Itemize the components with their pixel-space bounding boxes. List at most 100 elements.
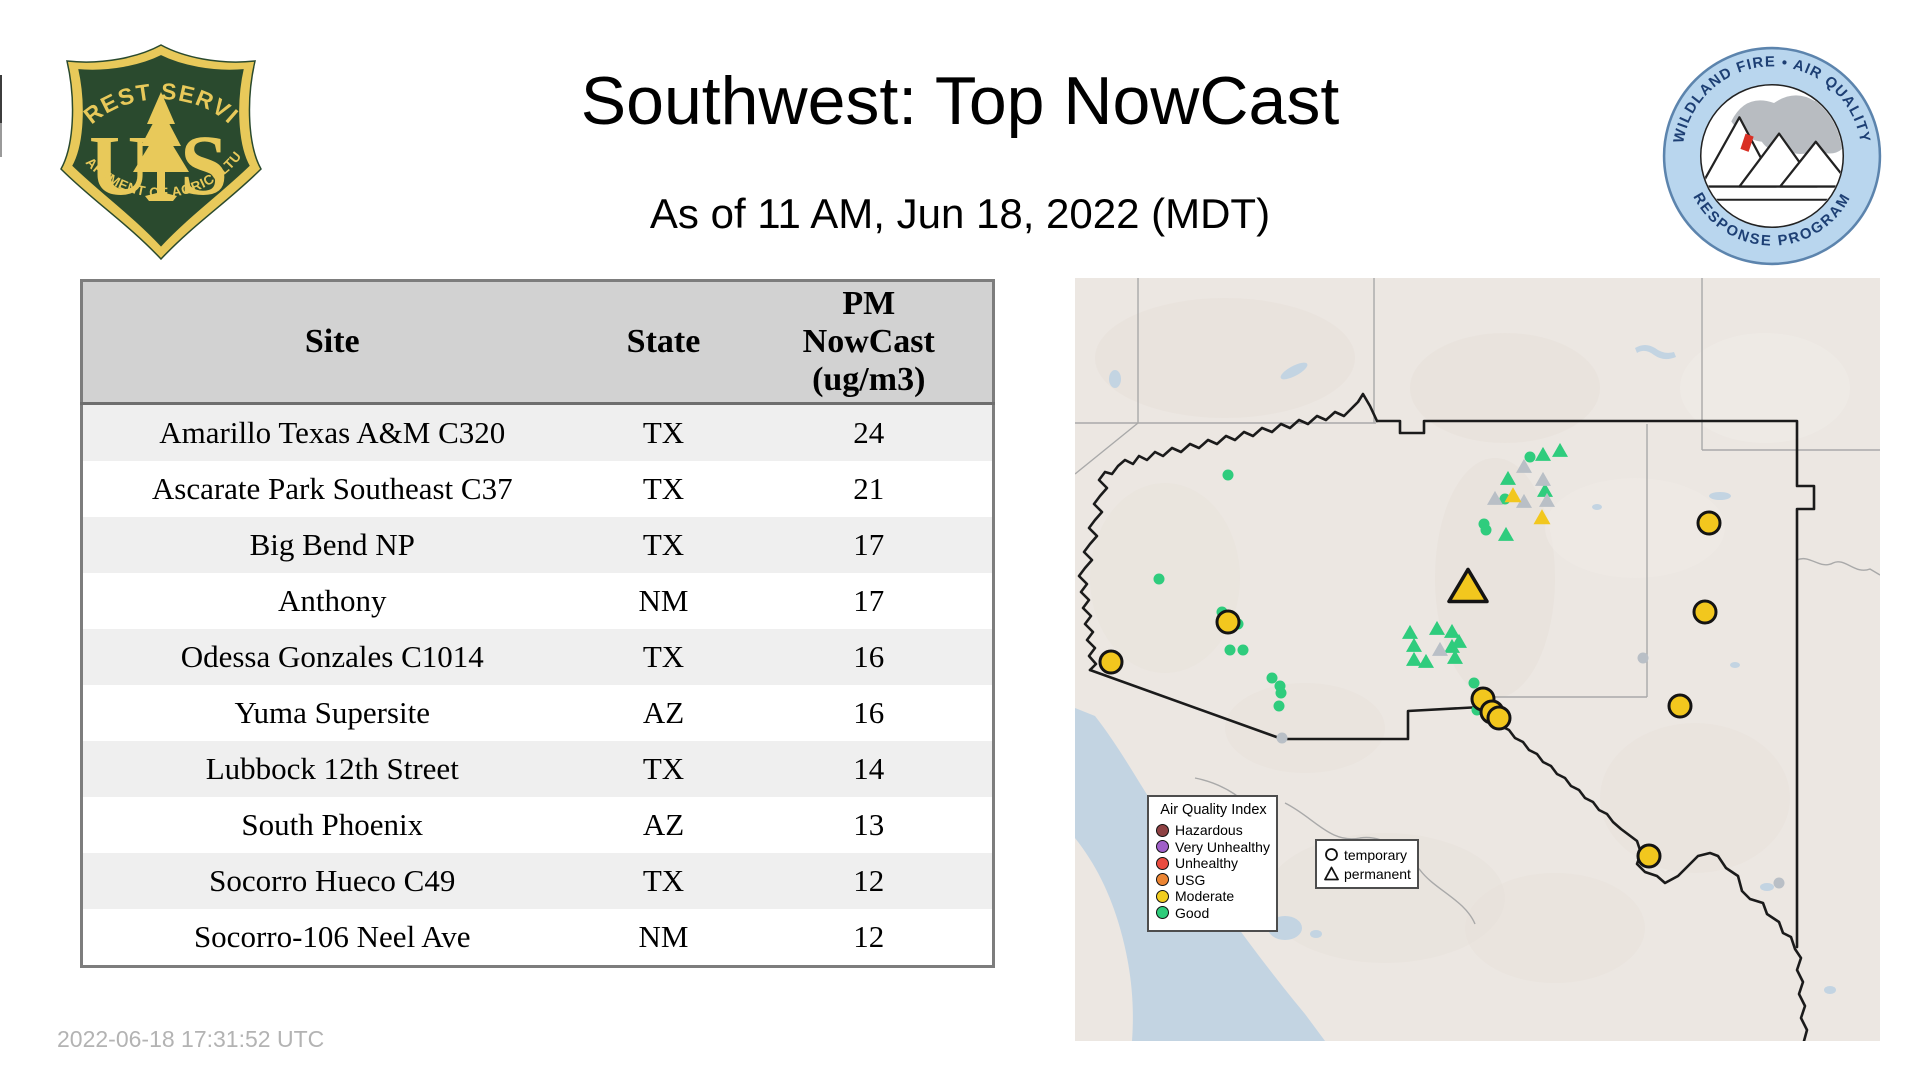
marker-type-legend: temporary permanent xyxy=(1315,839,1419,889)
monitor-triangle-good xyxy=(1498,526,1514,541)
monitor-triangle-good xyxy=(1537,482,1553,497)
aqi-color-swatch xyxy=(1156,823,1169,837)
monitor-dot-good xyxy=(1224,644,1236,656)
usfs-letter-s: S xyxy=(180,117,228,213)
site-cell: South Phoenix xyxy=(241,807,424,842)
aqi-color-swatch xyxy=(1156,873,1169,887)
aqi-item-label: Unhealthy xyxy=(1175,855,1239,872)
aqi-item-label: Hazardous xyxy=(1175,822,1243,839)
nowcast-table-body: Amarillo Texas A&M C320 TX 24 Ascarate Park… xyxy=(81,403,994,967)
monitor-dot-good xyxy=(1273,700,1285,712)
site-cell: Amarillo Texas A&M C320 xyxy=(159,415,506,450)
monitor-triangle-good xyxy=(1406,637,1422,652)
monitor-triangle-good xyxy=(1406,651,1422,666)
aqi-color-swatch xyxy=(1156,840,1169,854)
state-cell: TX xyxy=(642,415,685,450)
aqi-color-swatch xyxy=(1156,856,1169,870)
aqi-legend-title: Air Quality Index xyxy=(1160,802,1267,818)
table-row: Ascarate Park Southeast C37 TX 21 xyxy=(81,461,994,517)
monitor-circle-moderate xyxy=(1636,843,1662,869)
aqi-legend-item: Moderate xyxy=(1156,888,1271,905)
monitor-triangle-good xyxy=(1444,638,1460,653)
monitor-dot-good xyxy=(1468,677,1480,689)
marker-legend-label: permanent xyxy=(1344,865,1411,882)
aqi-legend-item: Very Unhealthy xyxy=(1156,839,1271,856)
table-row: Big Bend NP TX 17 xyxy=(81,517,994,573)
aqi-item-label: USG xyxy=(1175,871,1206,888)
monitor-triangle-good xyxy=(1418,653,1434,668)
nowcast-table: Site State PM NowCast (ug/m3) Amarillo T… xyxy=(80,279,995,968)
monitor-dot-good xyxy=(1237,644,1249,656)
aqi-color-swatch xyxy=(1156,906,1169,920)
monitor-triangle-inactive xyxy=(1487,490,1503,505)
site-cell: Ascarate Park Southeast C37 xyxy=(151,471,513,506)
monitor-triangle-inactive xyxy=(1516,493,1532,508)
monitor-triangle-good xyxy=(1429,620,1445,635)
col-header-state: State xyxy=(581,280,746,405)
site-cell: Lubbock 12th Street xyxy=(205,751,459,786)
site-cell: Yuma Supersite xyxy=(234,695,430,730)
value-cell: 12 xyxy=(853,919,885,954)
page-title: Southwest: Top NowCast xyxy=(580,63,1340,139)
state-cell: TX xyxy=(642,863,685,898)
monitor-triangle-moderate xyxy=(1504,487,1522,503)
monitor-dot-inactive xyxy=(1773,877,1785,889)
pine-tree-icon xyxy=(133,92,189,201)
marker-legend-row-permanent: permanent xyxy=(1324,864,1413,883)
aqi-legend-items: Hazardous Very Unhealthy Unhealthy USG Moder… xyxy=(1156,822,1271,921)
value-cell: 16 xyxy=(853,639,885,674)
aqi-legend-item: USG xyxy=(1156,872,1271,889)
site-cell: Odessa Gonzales C1014 xyxy=(180,639,484,674)
monitor-triangle-good xyxy=(1552,442,1568,457)
southwest-map: Air Quality Index Hazardous Very Unhealth… xyxy=(1075,278,1880,1041)
table-row: South Phoenix AZ 13 xyxy=(81,797,994,853)
monitor-dot-good xyxy=(1524,451,1536,463)
value-cell: 16 xyxy=(853,695,885,730)
monitor-large-triangle-moderate xyxy=(1447,567,1489,604)
value-cell: 17 xyxy=(853,583,885,618)
state-cell: NM xyxy=(638,583,689,618)
state-cell: TX xyxy=(642,527,685,562)
aqi-legend-item: Good xyxy=(1156,905,1271,922)
col-header-site: Site xyxy=(81,280,582,405)
monitor-triangle-good xyxy=(1447,649,1463,664)
monitor-triangle-inactive xyxy=(1432,641,1448,656)
state-cell: AZ xyxy=(642,807,685,842)
site-cell: Anthony xyxy=(278,583,387,618)
monitor-dot-inactive xyxy=(1276,732,1288,744)
left-edge-artifact-2 xyxy=(0,123,2,157)
table-row: Socorro Hueco C49 TX 12 xyxy=(81,853,994,909)
state-cell: NM xyxy=(638,919,689,954)
table-row: Yuma Supersite AZ 16 xyxy=(81,685,994,741)
value-cell: 13 xyxy=(853,807,885,842)
nowcast-table-header: Site State PM NowCast (ug/m3) xyxy=(81,280,994,405)
monitor-circle-moderate xyxy=(1667,693,1693,719)
monitor-circle-moderate xyxy=(1486,705,1512,731)
monitor-dot-inactive xyxy=(1637,652,1649,664)
monitor-dot-good xyxy=(1266,672,1278,684)
monitor-circle-moderate xyxy=(1215,609,1241,635)
fire-mark-icon xyxy=(1740,133,1754,152)
site-cell: Big Bend NP xyxy=(249,527,415,562)
value-cell: 12 xyxy=(853,863,885,898)
value-cell: 24 xyxy=(853,415,885,450)
monitor-triangle-inactive xyxy=(1539,492,1555,507)
monitor-triangle-good xyxy=(1500,470,1516,485)
aqi-color-swatch xyxy=(1156,889,1169,903)
table-row: Anthony NM 17 xyxy=(81,573,994,629)
site-cell: Socorro-106 Neel Ave xyxy=(193,919,471,954)
monitor-triangle-inactive xyxy=(1516,458,1532,473)
monitor-triangle-good xyxy=(1444,623,1460,638)
left-edge-artifact xyxy=(0,75,2,123)
baja-peninsula xyxy=(1075,838,1133,1041)
temporary-circle-icon xyxy=(1325,848,1338,861)
site-cell: Socorro Hueco C49 xyxy=(209,863,456,898)
generated-timestamp: 2022-06-18 17:31:52 UTC xyxy=(57,1026,325,1052)
aqi-item-label: Very Unhealthy xyxy=(1175,838,1270,855)
ground-lines xyxy=(1701,185,1843,201)
monitor-circle-moderate xyxy=(1098,649,1124,675)
monitor-triangle-good xyxy=(1402,624,1418,639)
aqi-item-label: Moderate xyxy=(1175,888,1235,905)
permanent-triangle-icon xyxy=(1324,866,1339,881)
